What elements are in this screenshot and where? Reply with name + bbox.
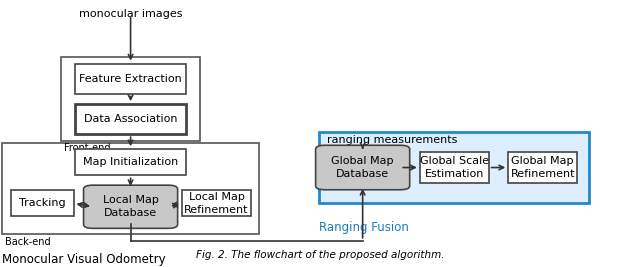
Text: Front-end: Front-end bbox=[64, 143, 111, 154]
FancyBboxPatch shape bbox=[316, 145, 410, 190]
Text: Back-end: Back-end bbox=[5, 237, 51, 247]
Text: Feature Extraction: Feature Extraction bbox=[79, 73, 182, 84]
Text: Local Map
Database: Local Map Database bbox=[102, 195, 159, 218]
Text: Data Association: Data Association bbox=[84, 114, 177, 124]
Text: Tracking: Tracking bbox=[19, 198, 65, 208]
Text: ranging measurements: ranging measurements bbox=[327, 135, 457, 145]
FancyBboxPatch shape bbox=[61, 57, 200, 141]
FancyBboxPatch shape bbox=[182, 190, 251, 217]
Text: Global Scale
Estimation: Global Scale Estimation bbox=[420, 156, 489, 179]
FancyBboxPatch shape bbox=[11, 190, 74, 217]
Text: Map Initialization: Map Initialization bbox=[83, 157, 178, 167]
FancyBboxPatch shape bbox=[420, 152, 489, 183]
Text: Local Map
Refinement: Local Map Refinement bbox=[184, 192, 249, 215]
Text: Fig. 2. The flowchart of the proposed algorithm.: Fig. 2. The flowchart of the proposed al… bbox=[196, 250, 444, 260]
FancyBboxPatch shape bbox=[75, 149, 186, 175]
FancyBboxPatch shape bbox=[508, 152, 577, 183]
FancyBboxPatch shape bbox=[319, 132, 589, 203]
FancyBboxPatch shape bbox=[75, 64, 186, 94]
Text: Global Map
Refinement: Global Map Refinement bbox=[511, 156, 575, 179]
Text: Monocular Visual Odometry: Monocular Visual Odometry bbox=[2, 253, 166, 266]
Text: monocular images: monocular images bbox=[79, 9, 182, 19]
Text: Global Map
Database: Global Map Database bbox=[332, 156, 394, 179]
FancyBboxPatch shape bbox=[2, 143, 259, 234]
FancyBboxPatch shape bbox=[84, 185, 178, 228]
FancyBboxPatch shape bbox=[75, 104, 186, 134]
Text: Ranging Fusion: Ranging Fusion bbox=[319, 221, 409, 234]
